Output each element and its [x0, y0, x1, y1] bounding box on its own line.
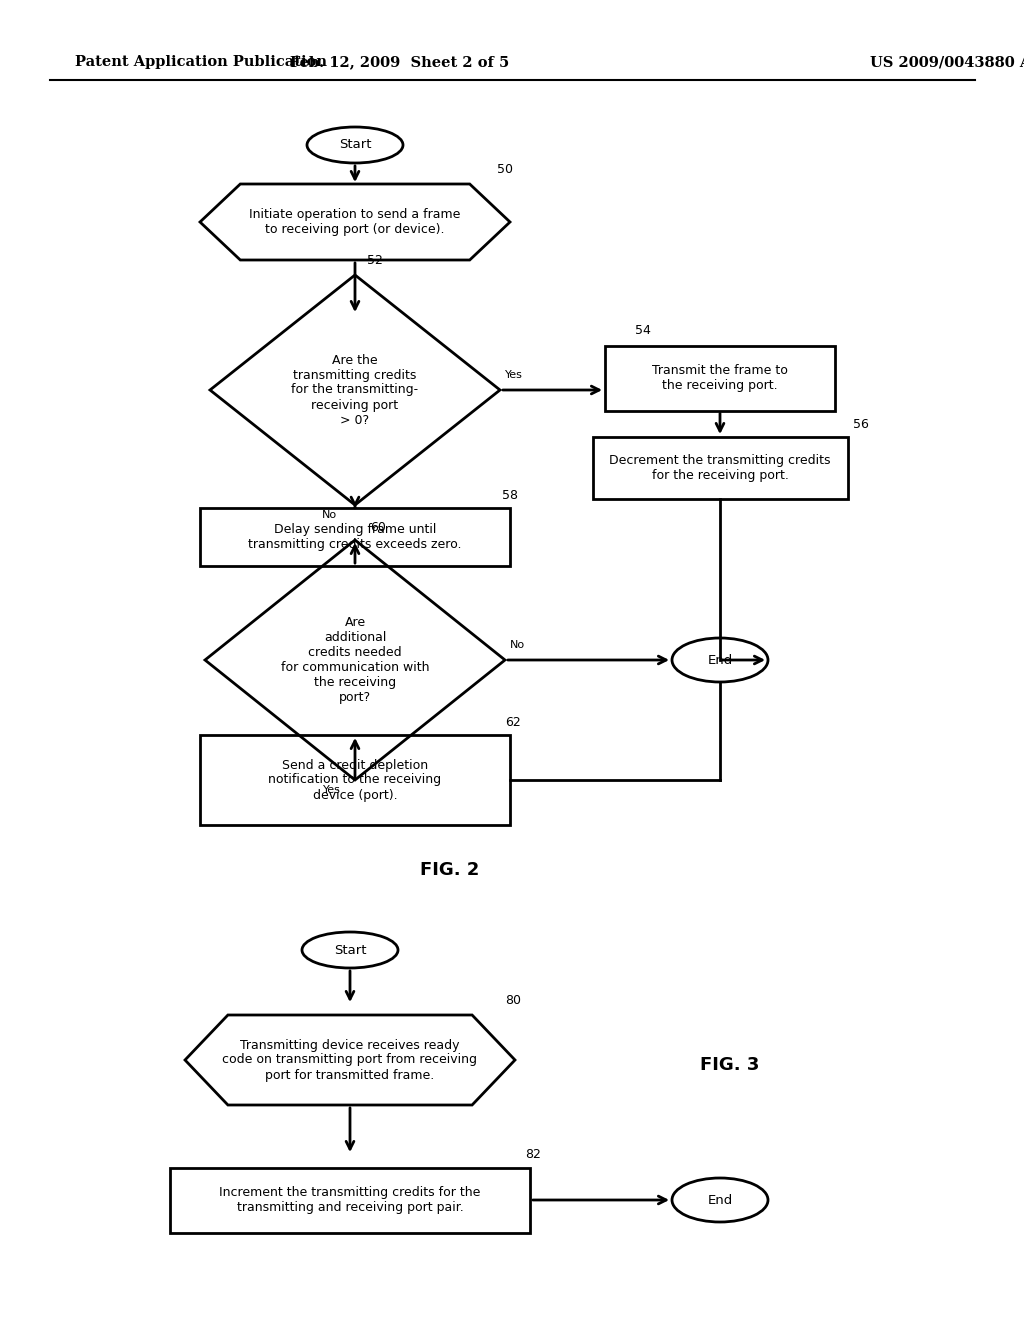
Text: 52: 52 [367, 253, 383, 267]
Text: 54: 54 [635, 325, 651, 338]
Text: Yes: Yes [505, 370, 523, 380]
Text: US 2009/0043880 A1: US 2009/0043880 A1 [870, 55, 1024, 69]
Text: End: End [708, 1193, 732, 1206]
Text: FIG. 2: FIG. 2 [420, 861, 479, 879]
Text: 82: 82 [525, 1148, 541, 1162]
Text: 50: 50 [497, 162, 513, 176]
Text: No: No [510, 640, 525, 649]
Text: Are the
transmitting credits
for the transmitting-
receiving port
> 0?: Are the transmitting credits for the tra… [292, 354, 419, 426]
Text: End: End [708, 653, 732, 667]
Text: Initiate operation to send a frame
to receiving port (or device).: Initiate operation to send a frame to re… [249, 209, 461, 236]
Text: Send a credit depletion
notification to the receiving
device (port).: Send a credit depletion notification to … [268, 759, 441, 801]
Text: Feb. 12, 2009  Sheet 2 of 5: Feb. 12, 2009 Sheet 2 of 5 [291, 55, 510, 69]
Text: 62: 62 [505, 715, 521, 729]
Text: Decrement the transmitting credits
for the receiving port.: Decrement the transmitting credits for t… [609, 454, 830, 482]
Text: Delay sending frame until
transmitting credits exceeds zero.: Delay sending frame until transmitting c… [248, 523, 462, 550]
Text: Start: Start [334, 944, 367, 957]
Text: 80: 80 [505, 994, 521, 1007]
Text: Transmitting device receives ready
code on transmitting port from receiving
port: Transmitting device receives ready code … [222, 1039, 477, 1081]
Text: 60: 60 [370, 521, 386, 535]
Text: 56: 56 [853, 418, 868, 432]
Text: Increment the transmitting credits for the
transmitting and receiving port pair.: Increment the transmitting credits for t… [219, 1185, 480, 1214]
Text: Transmit the frame to
the receiving port.: Transmit the frame to the receiving port… [652, 364, 787, 392]
Text: No: No [322, 510, 337, 520]
Text: FIG. 3: FIG. 3 [700, 1056, 760, 1074]
Text: Yes: Yes [324, 785, 341, 795]
Text: Are
additional
credits needed
for communication with
the receiving
port?: Are additional credits needed for commun… [281, 616, 429, 704]
Text: Patent Application Publication: Patent Application Publication [75, 55, 327, 69]
Text: 58: 58 [502, 488, 518, 502]
Text: Start: Start [339, 139, 372, 152]
